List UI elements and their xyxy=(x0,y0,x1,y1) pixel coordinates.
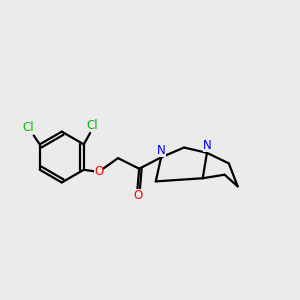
Text: O: O xyxy=(134,189,143,202)
Text: O: O xyxy=(94,165,103,178)
Text: Cl: Cl xyxy=(86,119,98,132)
Text: N: N xyxy=(203,139,212,152)
Text: Cl: Cl xyxy=(23,121,34,134)
Text: N: N xyxy=(157,144,166,157)
